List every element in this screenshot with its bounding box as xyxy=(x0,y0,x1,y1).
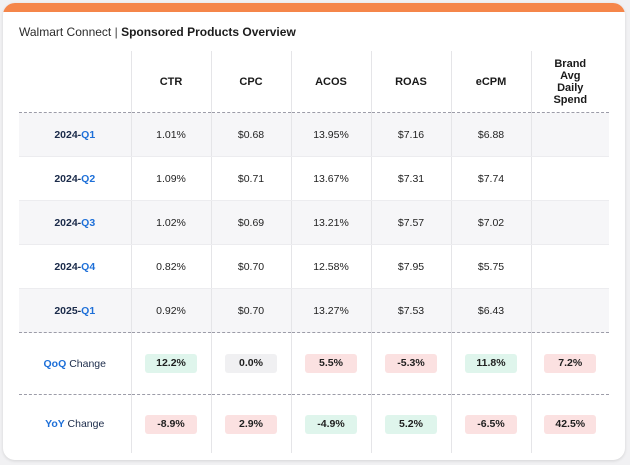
period-label: 2024-Q2 xyxy=(19,156,131,201)
column-header-acos[interactable]: ACOS xyxy=(290,51,371,113)
qoq-chip-roas: -5.3% xyxy=(385,354,437,373)
yoy-chip-acos: -4.9% xyxy=(305,414,357,434)
cell-ecpm: $7.02 xyxy=(450,200,531,245)
column-header-line: Brand xyxy=(554,57,587,70)
qoq-chip-ecpm: 11.8% xyxy=(465,354,517,373)
qoq-chip-ctr: 12.2% xyxy=(145,354,197,373)
cell-cpc: $0.71 xyxy=(210,156,291,201)
period-label: 2024-Q3 xyxy=(19,200,131,245)
yoy-chip-ecpm: -6.5% xyxy=(465,414,517,434)
cell-ctr: 1.02% xyxy=(130,200,211,245)
cell-ecpm: $7.74 xyxy=(450,156,531,201)
header-row: CTR CPC ACOS ROAS eCPM Brand Avg Daily S… xyxy=(19,51,609,113)
cell-roas: $7.31 xyxy=(370,156,451,201)
column-header-ctr[interactable]: CTR xyxy=(130,51,211,113)
table-row-qoq-change: QoQ Change 12.2% 0.0% 5.5% -5.3% 11.8% 7… xyxy=(19,332,609,395)
cell-ecpm: $5.75 xyxy=(450,244,531,289)
cell-ctr: 0.92% xyxy=(130,288,211,333)
yoy-chip-cpc: 2.9% xyxy=(225,414,277,434)
cell-ctr: 1.09% xyxy=(130,156,211,201)
page-title: Walmart Connect | Sponsored Products Ove… xyxy=(19,25,296,39)
table-row-2024-q4: 2024-Q4 0.82% $0.70 12.58% $7.95 $5.75 xyxy=(19,244,609,289)
table-row-yoy-change: YoY Change -8.9% 2.9% -4.9% 5.2% -6.5% 4… xyxy=(19,394,609,453)
table-row-2024-q3: 2024-Q3 1.02% $0.69 13.21% $7.57 $7.02 xyxy=(19,200,609,245)
cell-brand-spend xyxy=(530,244,609,289)
qoq-chip-acos: 5.5% xyxy=(305,354,357,373)
cell-brand-spend xyxy=(530,112,609,157)
overview-card: Walmart Connect | Sponsored Products Ove… xyxy=(3,3,625,460)
title-separator: | xyxy=(114,25,118,39)
period-label: 2024-Q1 xyxy=(19,112,131,157)
report-title: Sponsored Products Overview xyxy=(121,25,296,39)
table-row-2024-q2: 2024-Q2 1.09% $0.71 13.67% $7.31 $7.74 xyxy=(19,156,609,201)
qoq-chip-brand-spend: 7.2% xyxy=(544,354,597,373)
cell-acos: 12.58% xyxy=(290,244,371,289)
cell-cpc: $0.69 xyxy=(210,200,291,245)
period-label: 2024-Q4 xyxy=(19,244,131,289)
header-corner xyxy=(19,51,131,113)
cell-acos: 13.27% xyxy=(290,288,371,333)
period-label: 2025-Q1 xyxy=(19,288,131,333)
accent-bar xyxy=(3,3,625,12)
qoq-chip-cpc: 0.0% xyxy=(225,354,277,373)
cell-ecpm: $6.88 xyxy=(450,112,531,157)
cell-acos: 13.21% xyxy=(290,200,371,245)
yoy-chip-roas: 5.2% xyxy=(385,414,437,434)
cell-brand-spend xyxy=(530,156,609,201)
column-header-line: Avg xyxy=(560,69,581,82)
cell-roas: $7.95 xyxy=(370,244,451,289)
cell-cpc: $0.70 xyxy=(210,244,291,289)
yoy-chip-ctr: -8.9% xyxy=(145,414,197,434)
cell-cpc: $0.70 xyxy=(210,288,291,333)
cell-brand-spend xyxy=(530,200,609,245)
cell-acos: 13.95% xyxy=(290,112,371,157)
table-row-2025-q1: 2025-Q1 0.92% $0.70 13.27% $7.53 $6.43 xyxy=(19,288,609,333)
yoy-chip-brand-spend: 42.5% xyxy=(544,414,597,434)
cell-ctr: 0.82% xyxy=(130,244,211,289)
column-header-line: Daily xyxy=(557,81,584,94)
column-header-ecpm[interactable]: eCPM xyxy=(450,51,531,113)
cell-roas: $7.16 xyxy=(370,112,451,157)
metrics-table: CTR CPC ACOS ROAS eCPM Brand Avg Daily S… xyxy=(19,51,609,453)
table-row-2024-q1: 2024-Q1 1.01% $0.68 13.95% $7.16 $6.88 xyxy=(19,112,609,157)
cell-cpc: $0.68 xyxy=(210,112,291,157)
qoq-change-label: QoQ Change xyxy=(19,332,131,395)
yoy-change-label: YoY Change xyxy=(45,418,105,430)
cell-roas: $7.57 xyxy=(370,200,451,245)
column-header-cpc[interactable]: CPC xyxy=(210,51,291,113)
cell-ctr: 1.01% xyxy=(130,112,211,157)
column-header-roas[interactable]: ROAS xyxy=(370,51,451,113)
column-header-brand-avg-daily-spend[interactable]: Brand Avg Daily Spend xyxy=(530,51,609,113)
cell-brand-spend xyxy=(530,288,609,333)
cell-acos: 13.67% xyxy=(290,156,371,201)
brand-name: Walmart Connect xyxy=(19,25,112,39)
cell-roas: $7.53 xyxy=(370,288,451,333)
column-header-line: Spend xyxy=(553,93,588,106)
cell-ecpm: $6.43 xyxy=(450,288,531,333)
